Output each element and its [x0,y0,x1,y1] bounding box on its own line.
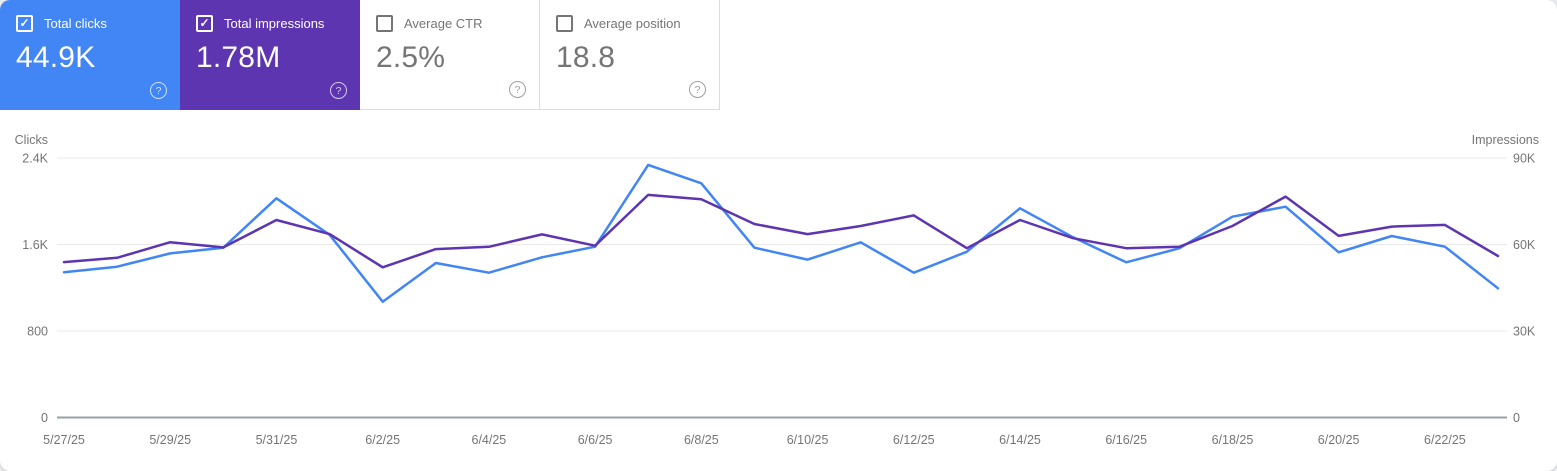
metric-card-label: Total clicks [44,16,107,31]
x-axis-tick-label: 6/16/25 [1105,433,1147,447]
metric-card-value: 2.5% [376,41,446,74]
x-axis-tick-label: 6/20/25 [1318,433,1360,447]
metric-card-average-ctr[interactable]: Average CTR 2.5% ? [360,0,540,110]
right-axis-tick-label: 30K [1513,325,1536,339]
help-icon[interactable]: ? [150,82,167,99]
x-axis-tick-label: 5/29/25 [149,433,191,447]
left-axis-tick-label: 800 [27,325,48,339]
left-axis-title: Clicks [15,133,48,147]
help-icon[interactable]: ? [509,81,526,98]
x-axis-tick-label: 6/12/25 [893,433,935,447]
clicks-line[interactable] [62,163,1500,303]
left-axis-tick-label: 2.4K [22,152,48,166]
right-axis-title: Impressions [1472,133,1539,147]
x-axis-tick-label: 6/6/25 [578,433,613,447]
x-axis-tick-label: 5/27/25 [43,433,85,447]
checkbox-average-ctr[interactable] [376,15,393,32]
x-axis-tick-label: 6/14/25 [999,433,1041,447]
metric-card-average-position[interactable]: Average position 18.8 ? [540,0,720,110]
left-axis-tick-label: 1.6K [22,238,48,252]
metric-card-total-impressions[interactable]: ✓ Total impressions 1.78M ? [180,0,360,110]
x-axis-tick-label: 6/4/25 [472,433,507,447]
clicks-impressions-line-chart[interactable]: Clicks Impressions 2.4K 1.6K 800 0 90K 60K 30K 0 5… [0,110,1557,471]
metric-card-total-clicks[interactable]: ✓ Total clicks 44.9K ? [0,0,180,110]
x-axis-tick-label: 5/31/25 [256,433,298,447]
left-axis-tick-label: 0 [41,411,48,425]
x-axis-tick-label: 6/18/25 [1212,433,1254,447]
metric-card-header: Average position [556,15,703,32]
impressions-line[interactable] [62,193,1500,269]
metric-cards-row: ✓ Total clicks 44.9K ? ✓ Total impressio… [0,0,1557,110]
right-axis-tick-label: 90K [1513,152,1536,166]
right-axis-tick-label: 0 [1513,411,1520,425]
metric-card-value: 44.9K [16,41,96,74]
help-icon[interactable]: ? [689,81,706,98]
metric-card-header: ✓ Total impressions [196,15,344,32]
metric-card-label: Total impressions [224,16,325,31]
x-axis-tick-label: 6/2/25 [365,433,400,447]
metric-card-value: 1.78M [196,41,281,74]
metric-card-header: Average CTR [376,15,523,32]
right-axis-tick-label: 60K [1513,238,1536,252]
x-axis-tick-label: 6/10/25 [787,433,829,447]
x-axis-tick-label: 6/22/25 [1424,433,1466,447]
x-axis-tick-label: 6/8/25 [684,433,719,447]
checkbox-total-clicks[interactable]: ✓ [16,15,33,32]
metric-card-header: ✓ Total clicks [16,15,164,32]
metric-card-label: Average position [584,16,681,31]
chart-section: Clicks Impressions 2.4K 1.6K 800 0 90K 60K 30K 0 5… [0,110,1557,471]
metric-card-value: 18.8 [556,41,616,74]
checkbox-total-impressions[interactable]: ✓ [196,15,213,32]
metric-card-label: Average CTR [404,16,483,31]
checkbox-average-position[interactable] [556,15,573,32]
help-icon[interactable]: ? [330,82,347,99]
